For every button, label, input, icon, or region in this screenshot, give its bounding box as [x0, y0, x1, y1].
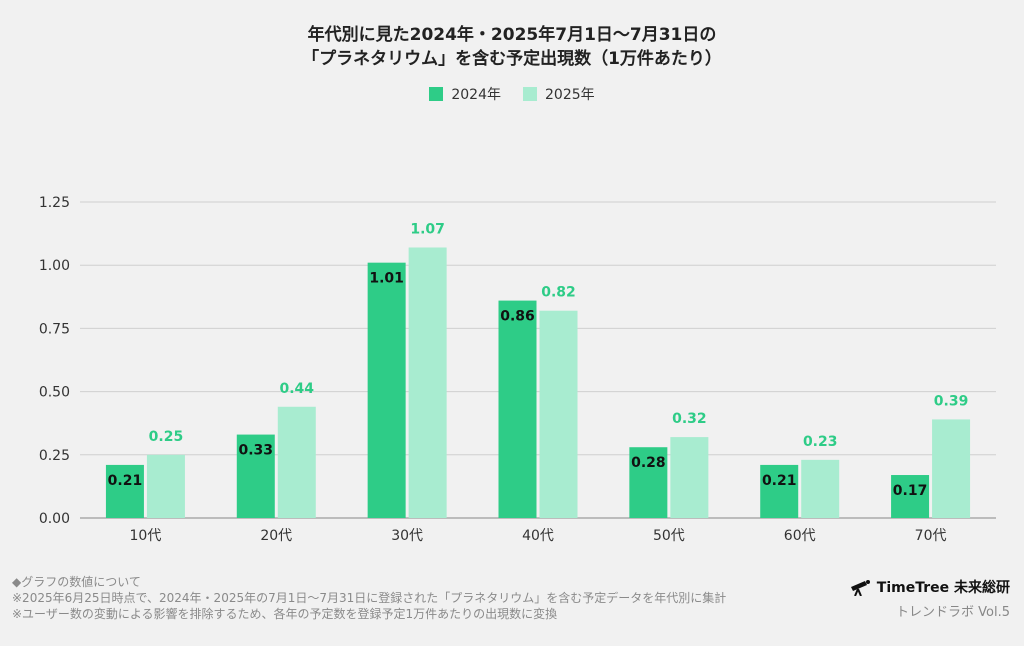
data-label-2025: 0.82 — [541, 285, 576, 301]
legend-item-2025: 2025年 — [523, 84, 595, 104]
legend-swatch-2024 — [429, 87, 444, 101]
y-tick-label: 0.00 — [39, 511, 70, 527]
bar-2024 — [498, 300, 537, 518]
bar-2024 — [891, 475, 930, 518]
x-tick-label: 50代 — [653, 528, 685, 544]
bar-2025 — [146, 454, 185, 518]
x-tick-label: 40代 — [522, 528, 554, 544]
data-label-2024: 1.01 — [369, 271, 404, 287]
bar-2024 — [629, 447, 668, 518]
data-label-2024: 0.21 — [108, 473, 143, 489]
data-label-2025: 0.32 — [672, 411, 707, 427]
y-tick-label: 1.00 — [39, 258, 70, 274]
data-label-2024: 0.28 — [631, 455, 666, 471]
data-label-2024: 0.17 — [893, 483, 928, 499]
y-tick-label: 0.75 — [39, 321, 70, 337]
bar-2024 — [236, 434, 275, 518]
data-label-2024: 0.21 — [762, 473, 797, 489]
chart-title-line1: 年代別に見た2024年・2025年7月1日〜7月31日の — [307, 25, 717, 45]
bar-2024 — [760, 464, 799, 518]
telescope-icon — [850, 580, 870, 596]
brand-sub: トレンドラボ Vol.5 — [896, 605, 1010, 620]
x-tick-label: 10代 — [130, 528, 162, 544]
note-heading: ◆グラフの数値について — [12, 575, 141, 589]
data-label-2025: 0.25 — [149, 429, 184, 445]
x-tick-label: 60代 — [784, 528, 816, 544]
bar-2025 — [539, 310, 578, 518]
data-label-2025: 1.07 — [410, 222, 445, 238]
legend-swatch-2025 — [523, 87, 537, 101]
legend-item-2024: 2024年 — [429, 84, 501, 104]
y-tick-label: 0.50 — [39, 385, 70, 401]
bar-2025 — [801, 459, 840, 518]
chart-legend: 2024年 2025年 — [0, 84, 1024, 104]
data-label-2025: 0.23 — [803, 434, 838, 450]
bar-2025 — [670, 437, 709, 518]
x-tick-label: 20代 — [260, 528, 292, 544]
brand-name: TimeTree 未来総研 — [876, 580, 1010, 596]
data-label-2024: 0.86 — [500, 309, 535, 325]
x-tick-label: 70代 — [915, 528, 947, 544]
chart-title-line2: 「プラネタリウム」を含む予定出現数（1万件あたり） — [302, 49, 722, 69]
data-label-2025: 0.44 — [280, 381, 315, 397]
legend-label-2025: 2025年 — [545, 87, 595, 103]
footnotes: ◆グラフの数値について ※2025年6月25日時点で、2024年・2025年の7… — [12, 574, 726, 622]
brand-block: TimeTree 未来総研 トレンドラボ Vol.5 — [849, 577, 1010, 620]
bar-2025 — [408, 247, 447, 518]
bar-2025 — [277, 406, 316, 518]
x-tick-label: 30代 — [391, 528, 423, 544]
data-label-2025: 0.39 — [934, 393, 969, 409]
bar-2024 — [105, 464, 144, 518]
legend-label-2024: 2024年 — [451, 87, 501, 103]
bar-chart: 0.00 0.25 0.50 0.75 1.00 1.25 0.21 0.25 10代 0.33 0… — [39, 195, 996, 544]
bar-2025 — [932, 419, 971, 518]
data-label-2024: 0.33 — [239, 443, 274, 459]
note-method: ※ユーザー数の変動による影響を排除するため、各年の予定数を登録予定1万件あたりの… — [12, 607, 558, 621]
y-tick-label: 1.25 — [39, 195, 70, 211]
bar-2024 — [367, 262, 406, 518]
note-date: ※2025年6月25日時点で、2024年・2025年の7月1日〜7月31日に登録… — [12, 591, 727, 605]
y-tick-label: 0.25 — [39, 448, 70, 464]
